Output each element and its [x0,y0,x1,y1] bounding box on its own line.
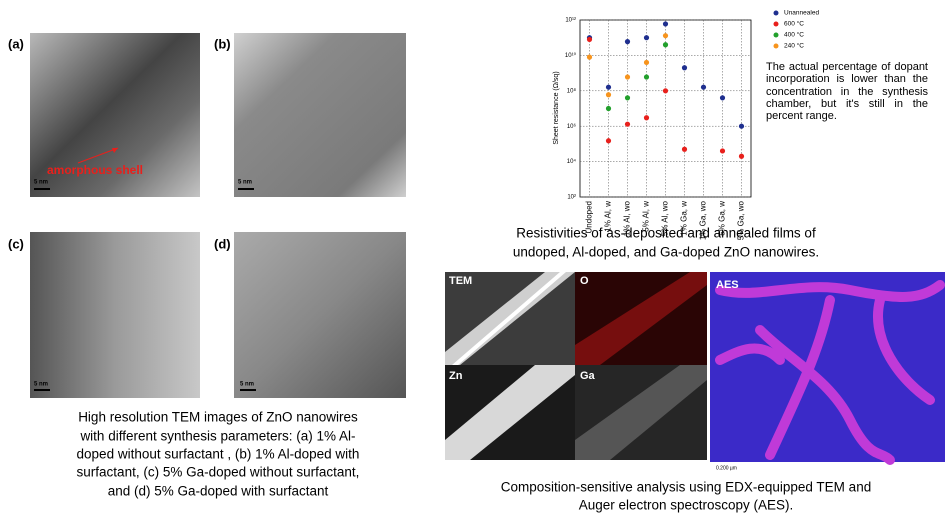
annotation: amorphous shell [47,163,143,177]
scale-label: 0.200 µm [716,465,737,471]
map-label: TEM [449,275,472,287]
tem-image-a [30,33,200,197]
scale-label: 5 nm [238,180,252,186]
wire-edge [452,272,566,365]
caption-line: Resistivities of as-deposited and anneal… [516,226,816,241]
chart-annotation: The actual percentage of dopant incorpor… [766,61,928,123]
y-tick-label: 10⁴ [567,158,577,165]
x-tick-label: 1% Al, w [604,201,613,232]
data-point [719,95,726,101]
x-tick-label: 5% Al, wo [661,200,670,236]
data-point [605,105,612,112]
map-label: AES [716,279,739,291]
legend-marker [773,21,779,27]
aes-strands [715,280,945,465]
y-tick-label: 10² [567,195,576,201]
y-tick-label: 10¹⁰ [565,52,577,59]
x-tick-label: 5% Al, w [642,201,651,232]
data-point [700,84,707,90]
panel-label: (d) [214,236,231,251]
x-tick-label: 5% Ga, w [718,201,727,236]
panel-label: (c) [8,236,24,251]
caption-line: with different synthesis parameters: (a)… [79,429,355,444]
data-point [681,65,688,71]
map-label: O [580,275,589,287]
caption-line: doped without surfactant , (b) 1% Al-dop… [77,447,360,462]
data-point [624,39,631,45]
y-tick-label: 10⁶ [567,123,577,130]
caption-line: Composition-sensitive analysis using EDX… [501,480,871,495]
scale-label: 5 nm [34,382,48,388]
data-point [643,115,650,121]
caption-line: undoped, Al-doped, and Ga-doped ZnO nano… [513,245,819,260]
legend-label: 400 °C [784,31,804,39]
data-point [662,88,669,94]
caption-line: surfactant, (c) 5% Ga-doped without surf… [77,465,360,480]
x-tick-label: 1% Ga, wo [699,200,708,240]
data-point [681,146,688,152]
panel-label: (b) [214,36,231,51]
wire [575,365,707,460]
legend-marker [773,43,779,49]
data-point [662,21,669,27]
data-point [719,148,726,154]
data-point [624,74,631,80]
caption-line: High resolution TEM images of ZnO nanowi… [78,410,358,425]
data-point [586,54,593,60]
caption-line: Auger electron spectroscopy (AES). [579,498,794,513]
legend-marker [773,10,779,16]
y-tick-label: 10¹² [565,18,576,24]
data-point [605,138,612,144]
data-point [662,33,669,39]
caption-line: and (d) 5% Ga-doped with surfactant [108,484,329,499]
legend-label: 240 °C [784,42,804,50]
x-tick-label: 5% Ga, wo [737,200,746,240]
data-point [662,42,669,48]
panel-label: (a) [8,36,24,51]
data-point [643,59,650,66]
data-point [738,153,745,159]
data-point [586,36,593,43]
data-point [605,92,612,98]
data-point [624,95,631,101]
tem-image-d [234,232,406,398]
data-point [624,121,631,127]
y-axis-label: Sheet resistance (Ω/sq) [553,71,560,144]
data-point [643,35,650,41]
wire [575,272,707,365]
legend-label: Unannealed [784,10,819,17]
x-tick-label: Undoped [585,201,594,233]
y-tick-label: 10⁸ [567,87,577,94]
wire [445,365,575,460]
data-point [738,123,745,129]
map-label: Ga [580,370,596,382]
x-tick-label: 1% Al, wo [623,200,632,236]
tem-image-c [30,232,200,398]
legend-label: 600 °C [784,20,804,28]
legend-marker [773,32,779,38]
tem-image-b [234,33,406,197]
data-point [643,74,650,80]
map-label: Zn [449,370,463,382]
data-point [605,84,612,90]
scale-label: 5 nm [240,382,254,388]
annotation-arrow [77,147,119,164]
scale-label: 5 nm [34,180,48,186]
arrow-head [112,148,118,153]
x-tick-label: 1% Ga, w [680,201,689,236]
